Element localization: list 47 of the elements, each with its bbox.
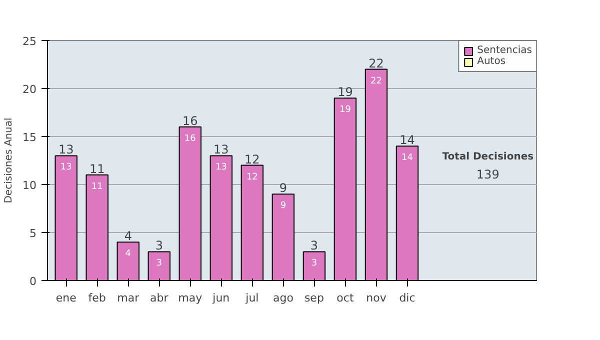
data-label: 13 <box>60 162 72 173</box>
data-label: 13 <box>215 162 227 173</box>
x-tick-label: may <box>178 292 203 304</box>
y-tick-label: 20 <box>22 83 37 96</box>
x-tick-label: feb <box>88 292 106 304</box>
total-label: 4 <box>124 229 132 244</box>
total-label: 19 <box>338 85 353 100</box>
data-label: 19 <box>339 105 352 116</box>
y-tick-label: 15 <box>22 131 37 144</box>
x-tick-label: nov <box>366 292 387 304</box>
data-label: 16 <box>184 134 196 144</box>
x-tick-label: ago <box>272 292 294 304</box>
x-tick-label: ene <box>56 292 77 304</box>
data-label: 4 <box>125 249 132 260</box>
total-label: 14 <box>400 133 415 148</box>
x-tick-label: dic <box>399 292 416 304</box>
data-label: 3 <box>156 258 162 269</box>
data-label: 14 <box>402 153 414 164</box>
legend-label: Sentencias <box>477 45 532 56</box>
total-label: 13 <box>58 142 74 157</box>
x-tick-label: jul <box>244 292 259 304</box>
total-label: 3 <box>310 238 318 253</box>
x-tick-label: jun <box>212 292 230 304</box>
y-tick-label: 5 <box>30 227 36 240</box>
x-tick-label: sep <box>304 292 324 304</box>
text: 139 <box>476 168 500 182</box>
x-tick-label: mar <box>117 292 140 304</box>
total-label: 11 <box>89 162 105 176</box>
total-label: 3 <box>155 238 163 253</box>
y-tick-label: 25 <box>22 35 37 48</box>
text: Total Decisiones <box>442 151 534 162</box>
data-label: 11 <box>91 182 103 192</box>
data-label: 9 <box>280 201 286 212</box>
data-label: 12 <box>246 172 258 182</box>
x-tick-label: oct <box>336 292 354 304</box>
legend-label: Autos <box>477 56 506 67</box>
total-label: 16 <box>182 114 198 128</box>
total-label: 9 <box>279 181 288 196</box>
total-label: 12 <box>244 152 260 166</box>
y-tick-label: 10 <box>22 179 37 192</box>
data-label: 22 <box>370 76 382 86</box>
y-tick-label: 0 <box>30 275 36 288</box>
total-label: 13 <box>214 142 229 157</box>
x-tick-label: abr <box>150 292 169 304</box>
y-axis-title: Decisiones Anual <box>4 118 15 204</box>
data-label: 3 <box>311 258 318 269</box>
total-label: 22 <box>368 56 384 70</box>
